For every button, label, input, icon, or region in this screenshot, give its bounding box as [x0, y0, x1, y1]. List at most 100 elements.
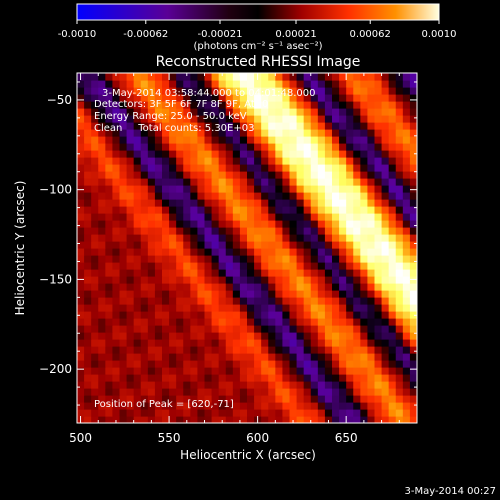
heatmap-cell	[275, 304, 284, 312]
heatmap-cell	[232, 213, 241, 221]
heatmap-cell	[367, 304, 376, 312]
heatmap-cell	[162, 192, 170, 200]
heatmap-cell	[409, 213, 417, 221]
heatmap-cell	[84, 409, 92, 417]
heatmap-cell	[112, 416, 121, 423]
heatmap-cell	[317, 227, 326, 235]
heatmap-cell	[360, 381, 369, 389]
heatmap-cell	[360, 227, 369, 235]
heatmap-cell	[119, 339, 128, 347]
heatmap-cell	[303, 346, 312, 354]
heatmap-cell	[211, 332, 220, 340]
heatmap-cell	[211, 409, 220, 417]
heatmap-cell	[303, 213, 312, 221]
heatmap-cell	[353, 374, 361, 382]
heatmap-cell	[211, 227, 220, 235]
heatmap-cell	[317, 150, 326, 158]
heatmap-cell	[112, 402, 121, 410]
heatmap-cell	[169, 311, 177, 319]
heatmap-cell	[360, 353, 369, 361]
heatmap-cell	[239, 311, 248, 319]
heatmap-cell	[247, 297, 255, 305]
heatmap-cell	[232, 171, 241, 179]
heatmap-cell	[324, 150, 333, 158]
heatmap-cell	[268, 402, 276, 410]
heatmap-cell	[105, 80, 114, 88]
heatmap-cell	[154, 192, 163, 200]
heatmap-cell	[154, 234, 163, 242]
heatmap-cell	[360, 129, 369, 137]
heatmap-cell	[169, 234, 177, 242]
heatmap-cell	[162, 409, 170, 417]
y-tick-label: −50	[47, 93, 72, 107]
heatmap-cell	[254, 227, 262, 235]
heatmap-cell	[225, 346, 234, 354]
heatmap-cell	[282, 269, 291, 277]
heatmap-cell	[225, 311, 234, 319]
heatmap-cell	[402, 360, 411, 368]
heatmap-cell	[239, 248, 248, 256]
heatmap-cell	[140, 353, 149, 361]
heatmap-cell	[154, 143, 163, 151]
heatmap-cell	[98, 129, 106, 137]
heatmap-cell	[247, 129, 255, 137]
heatmap-cell	[374, 241, 383, 249]
heatmap-cell	[374, 283, 383, 291]
heatmap-cell	[183, 367, 191, 375]
heatmap-cell	[317, 311, 326, 319]
heatmap-cell	[409, 115, 417, 123]
heatmap-cell	[197, 234, 206, 242]
heatmap-cell	[197, 206, 206, 214]
heatmap-cell	[381, 367, 390, 375]
heatmap-cell	[126, 227, 135, 235]
heatmap-cell	[395, 283, 404, 291]
heatmap-cell	[261, 290, 269, 298]
heatmap-cell	[310, 346, 319, 354]
heatmap-cell	[105, 178, 114, 186]
heatmap-cell	[133, 192, 142, 200]
heatmap-cell	[190, 360, 199, 368]
heatmap-cell	[339, 206, 347, 214]
heatmap-cell	[183, 325, 191, 333]
heatmap-cell	[374, 87, 383, 95]
heatmap-cell	[395, 136, 404, 144]
heatmap-cell	[261, 304, 269, 312]
heatmap-cell	[254, 108, 262, 116]
heatmap-cell	[367, 346, 376, 354]
heatmap-cell	[239, 192, 248, 200]
heatmap-cell	[140, 136, 149, 144]
heatmap-cell	[324, 255, 333, 263]
heatmap-cell	[176, 416, 184, 423]
heatmap-cell	[296, 227, 305, 235]
annotation-time-range: 3-May-2014 03:58:44.000 to 04:01:48.000	[102, 88, 315, 99]
heatmap-cell	[91, 374, 99, 382]
heatmap-cell	[395, 346, 404, 354]
heatmap-cell	[232, 220, 241, 228]
heatmap-cell	[176, 241, 184, 249]
heatmap-cell	[147, 157, 156, 165]
heatmap-cell	[154, 171, 163, 179]
heatmap-cell	[232, 101, 241, 109]
heatmap-cell	[105, 388, 114, 396]
heatmap-cell	[268, 192, 276, 200]
heatmap-cell	[339, 234, 347, 242]
heatmap-cell	[140, 129, 149, 137]
heatmap-cell	[154, 409, 163, 417]
heatmap-cell	[176, 122, 184, 130]
heatmap-cell	[176, 178, 184, 186]
heatmap-cell	[247, 143, 255, 151]
heatmap-cell	[105, 213, 114, 221]
heatmap-cell	[395, 409, 404, 417]
heatmap-cell	[140, 325, 149, 333]
heatmap-cell	[367, 171, 376, 179]
heatmap-cell	[317, 220, 326, 228]
heatmap-cell	[317, 234, 326, 242]
heatmap-cell	[84, 311, 92, 319]
heatmap-cell	[310, 395, 319, 403]
heatmap-cell	[183, 241, 191, 249]
heatmap-cell	[332, 73, 340, 81]
y-tick-label: −150	[39, 272, 72, 286]
heatmap-cell	[324, 262, 333, 270]
heatmap-cell	[289, 150, 298, 158]
heatmap-cell	[218, 276, 227, 284]
